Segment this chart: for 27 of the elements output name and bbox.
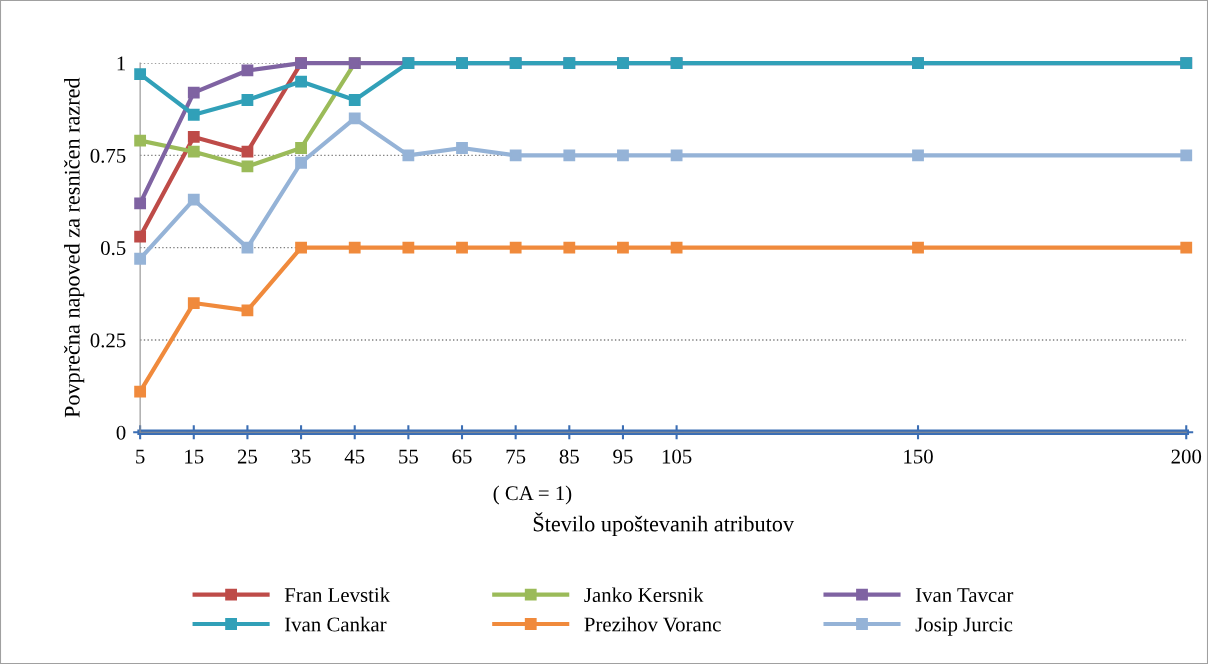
x-tick-label: 35: [291, 449, 311, 464]
legend-label: Ivan Cankar: [284, 616, 387, 632]
y-axis-title: Povprečna napoved za resničen razred: [64, 77, 85, 418]
legend-label: Prezihov Voranc: [584, 616, 721, 632]
y-tick-label: 0.75: [90, 148, 126, 163]
x-tick-label: 105: [662, 449, 692, 464]
x-tick-label: 5: [136, 449, 145, 464]
x-axis-title: Število upoštevanih atributov: [533, 512, 795, 537]
x-tick-label: 55: [399, 449, 418, 464]
x-tick-label: 75: [506, 449, 526, 464]
x-tick-label: 45: [344, 449, 365, 464]
legend-label: Janko Kersnik: [584, 587, 704, 603]
text: ( CA = 1): [493, 485, 572, 505]
x-tick-label: 150: [904, 449, 933, 464]
legend-label: Fran Levstik: [284, 587, 391, 603]
x-tick-label: 25: [237, 449, 258, 464]
y-tick-label: 0.5: [100, 241, 126, 256]
x-tick-label: 85: [559, 449, 579, 464]
y-tick-label: 0.25: [90, 333, 126, 348]
legend-label: Ivan Tavcar: [915, 588, 1014, 603]
x-tick-label: 95: [613, 449, 633, 464]
y-tick-label: 0: [116, 425, 126, 440]
x-tick-label: 65: [452, 449, 472, 464]
x-tick-label: 200: [1171, 449, 1202, 464]
x-tick-label: 15: [185, 449, 204, 464]
y-tick-label: 1: [117, 56, 125, 71]
legend-label: Josip Jurcic: [915, 617, 1013, 636]
